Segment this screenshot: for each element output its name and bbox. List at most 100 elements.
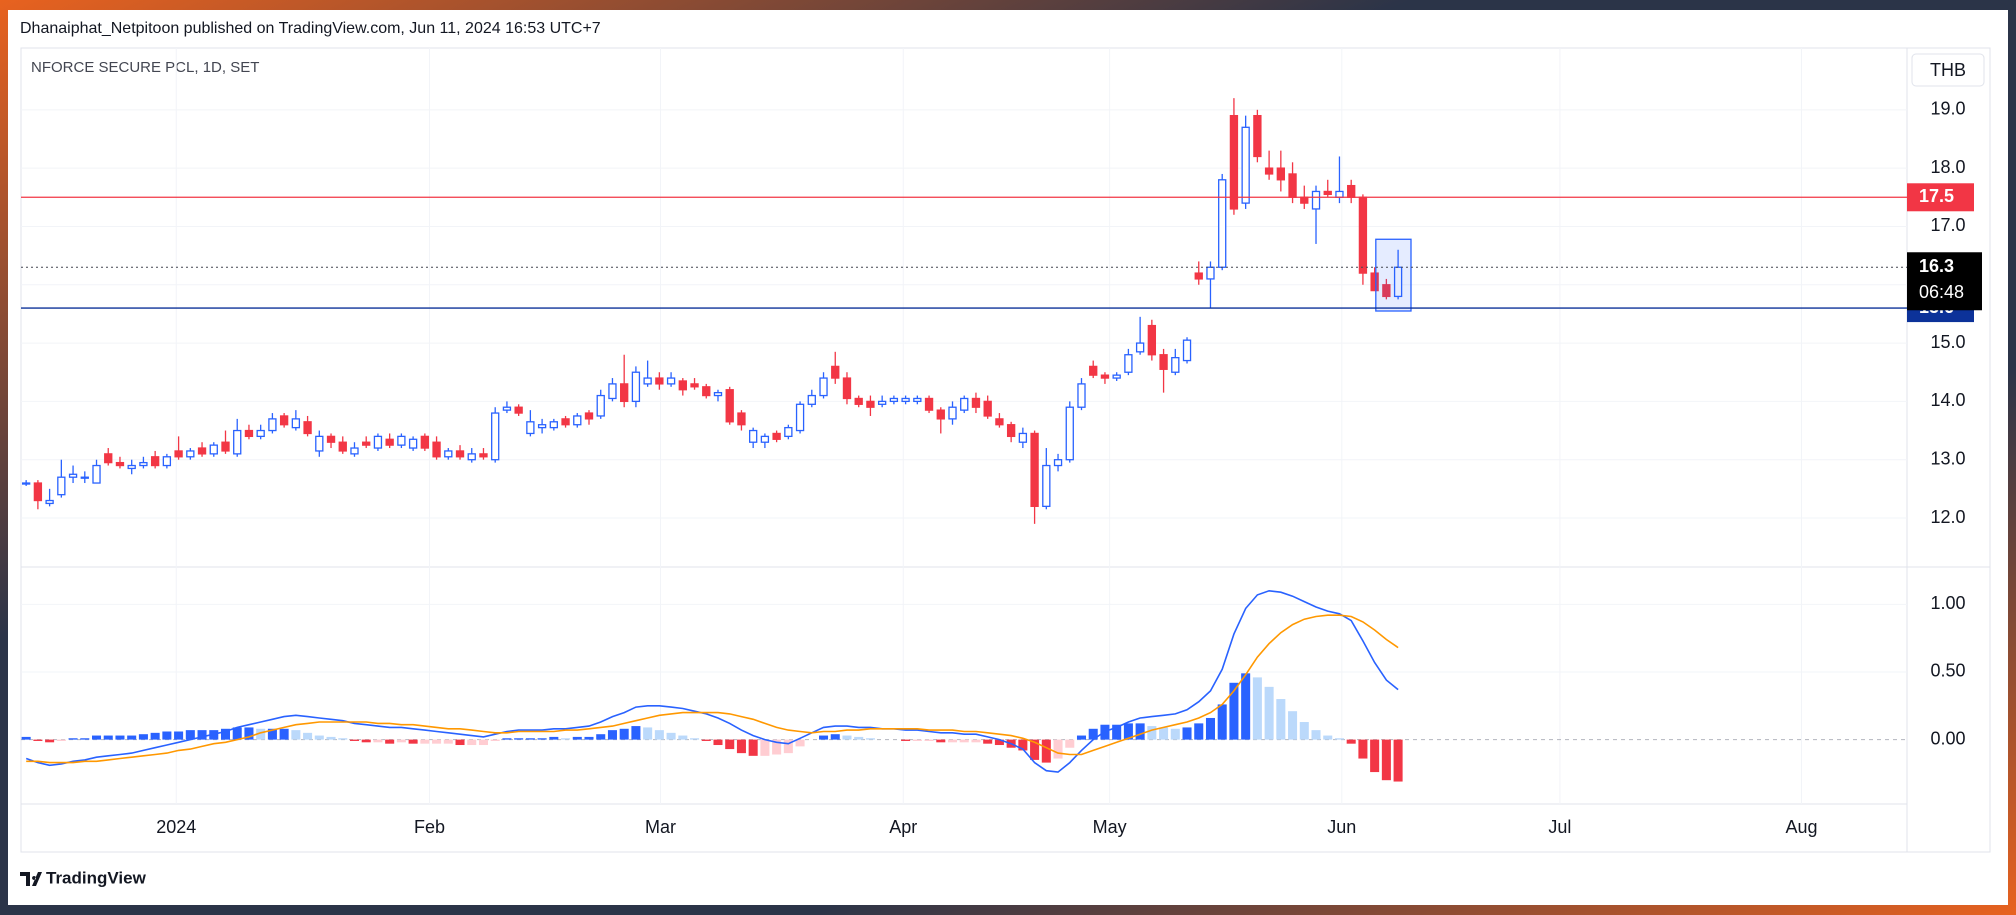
histogram-bar [1323, 735, 1333, 740]
candle-body [737, 412, 746, 426]
histogram-bar [1170, 728, 1180, 740]
histogram-bar [1065, 739, 1075, 748]
y-tick-label: 13.0 [1930, 448, 1965, 468]
candle-body [479, 453, 488, 458]
candle-body [139, 461, 148, 467]
candle-body [444, 450, 453, 458]
candle-body [1182, 339, 1192, 362]
candle-body [666, 377, 676, 385]
currency: THB [1930, 60, 1966, 80]
candle-body [924, 397, 934, 411]
histogram-bar [561, 738, 571, 740]
publish-info: Dhanaiphat_Netpitoon published on Tradin… [20, 20, 601, 37]
candle-body [702, 386, 711, 397]
histogram-bar [232, 727, 242, 740]
x-tick-label: Jul [1548, 817, 1571, 837]
histogram-bar [1288, 711, 1298, 740]
candle-body [362, 441, 371, 446]
candle-body [995, 418, 1004, 426]
histogram-bar [1018, 739, 1028, 751]
histogram-bar [45, 739, 55, 743]
candle-body [1065, 406, 1074, 461]
histogram-bar [1076, 735, 1087, 740]
candle-body [491, 412, 500, 461]
y-tick-label: 15.0 [1930, 332, 1965, 352]
macd-line [25, 589, 1399, 773]
price-label: 17.5 [1919, 186, 1954, 206]
candle-body [1147, 324, 1157, 356]
histogram-bar [596, 734, 606, 740]
x-tick-label: Feb [414, 817, 445, 837]
histogram-bar [162, 731, 172, 740]
histogram-bar [748, 739, 758, 756]
histogram-bar [478, 739, 488, 746]
candle-body [502, 406, 512, 411]
candle-body [584, 412, 594, 420]
candle-body [1206, 266, 1215, 280]
candle-body [68, 473, 78, 478]
histogram-bar [1147, 726, 1157, 740]
candle-body [1135, 342, 1145, 353]
histogram-bar [619, 728, 629, 740]
histogram-bar [924, 739, 934, 741]
histogram-bar [1252, 677, 1262, 740]
candle-body [678, 380, 687, 391]
histogram-bar [33, 739, 43, 741]
histogram-bar [279, 728, 289, 740]
candle-body [784, 426, 793, 438]
histogram-bar [385, 739, 395, 744]
signal-line [26, 614, 1399, 764]
candle-body [596, 394, 605, 417]
histogram-bar [1088, 728, 1098, 740]
histogram-bar [666, 732, 676, 740]
candle-body [1276, 167, 1286, 181]
candle-body [268, 418, 277, 432]
candle-body [432, 441, 441, 458]
histogram-bar [127, 735, 137, 740]
histogram-bar [584, 736, 594, 740]
histogram-bar [1264, 686, 1274, 740]
histogram-bar [795, 739, 805, 747]
histogram-bar [819, 735, 829, 740]
histogram-bar [830, 734, 840, 740]
candle-body [1264, 167, 1274, 175]
histogram-bar [537, 738, 547, 740]
histogram-bar [654, 730, 664, 740]
candle-body [866, 400, 875, 408]
histogram-bar [854, 736, 864, 740]
y-tick-label: 14.0 [1930, 390, 1965, 410]
histogram-bar [842, 735, 852, 740]
histogram-bar [959, 739, 969, 743]
candle-body [57, 476, 66, 496]
histogram-bar [1276, 699, 1286, 740]
candle-body [338, 441, 347, 452]
candle-body [115, 461, 125, 467]
candle-body [1370, 272, 1379, 292]
candle-body [795, 403, 805, 432]
histogram-bar [690, 738, 700, 740]
histogram-bar [1112, 724, 1122, 740]
histogram-bar [514, 738, 524, 740]
histogram-bar [244, 727, 254, 740]
candle-body [631, 371, 641, 403]
candle-body [1311, 190, 1321, 210]
candle-body [1089, 365, 1098, 376]
histogram-bar [725, 739, 735, 750]
histogram-bar [1346, 739, 1356, 744]
candle-body [408, 438, 418, 449]
candle-body [1159, 354, 1168, 370]
last-price: 16.3 [1919, 256, 1954, 276]
candle-body [573, 415, 582, 426]
candle-body [256, 429, 265, 438]
candle-body [186, 450, 195, 458]
y-tick-label: 0.00 [1930, 728, 1965, 748]
histogram-bar [936, 739, 946, 743]
histogram-bar [549, 736, 559, 740]
histogram-bar [1135, 723, 1145, 740]
candle-body [948, 406, 957, 420]
annotation-rectangle [1375, 238, 1412, 312]
histogram-bar [56, 739, 66, 741]
histogram-bar [525, 738, 535, 740]
price-label-box [1907, 183, 1974, 212]
candle-body [1241, 126, 1250, 204]
